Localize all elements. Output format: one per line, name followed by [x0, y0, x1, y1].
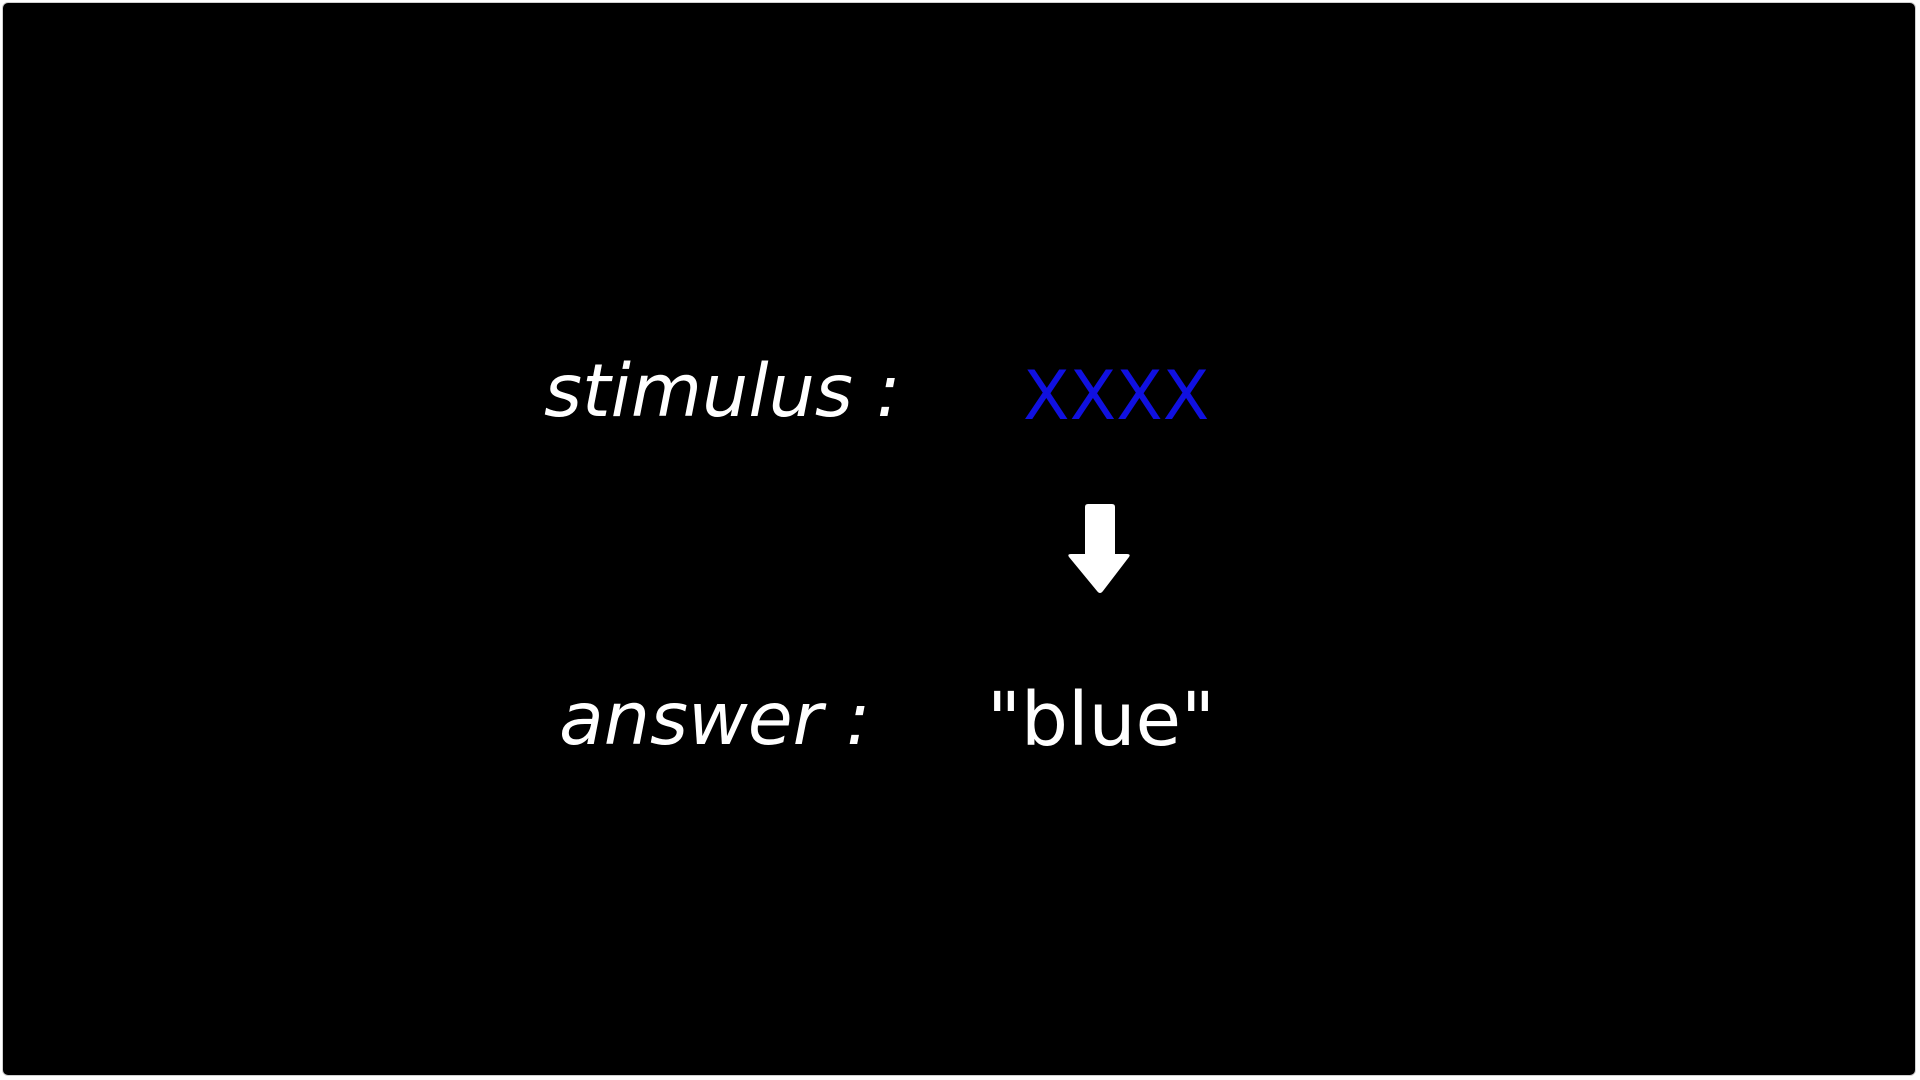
stimulus-label: stimulus :: [544, 349, 901, 434]
answer-label: answer :: [559, 677, 871, 762]
arrow-down-icon: [1068, 504, 1130, 593]
stimulus-word: XXXX: [1023, 357, 1210, 436]
answer-word: "blue": [987, 677, 1216, 763]
